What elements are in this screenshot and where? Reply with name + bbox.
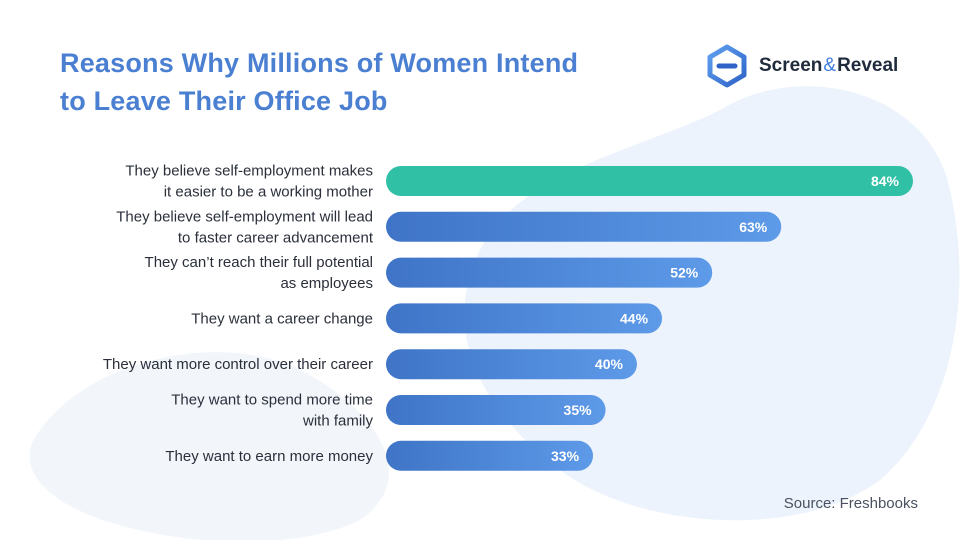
category-label-7-line-1: They want to earn more money <box>165 448 373 465</box>
category-label-3-line-1: They can’t reach their full potential <box>145 254 373 271</box>
screen-reveal-logo-icon <box>707 44 747 88</box>
brand-ampersand: & <box>823 55 837 76</box>
chart-value-labels: 84% 63% 52% 44% 40% 35% 33% <box>551 173 900 464</box>
bar-1 <box>386 166 913 196</box>
bar-value-label-5: 40% <box>595 356 624 372</box>
bar-value-label-2: 63% <box>739 219 768 235</box>
category-label-2-line-2: to faster career advancement <box>178 229 374 246</box>
bar-value-label-1: 84% <box>871 173 900 189</box>
bar-7 <box>386 440 594 471</box>
category-label-1-line-1: They believe self-employment makes <box>125 163 373 180</box>
brand-logo: Screen & Reveal <box>705 44 898 88</box>
category-label-6-line-2: with family <box>302 413 374 430</box>
category-label-6-line-1: They want to spend more time <box>171 392 373 409</box>
bar-2 <box>386 211 782 242</box>
bar-3 <box>386 257 713 288</box>
source-note: Source: Freshbooks <box>783 495 918 512</box>
brand-name-right: Reveal <box>837 55 899 76</box>
category-label-1-line-2: it easier to be a working mother <box>164 184 373 201</box>
bar-4 <box>386 303 663 334</box>
chart-bars <box>386 166 913 471</box>
category-label-2-line-1: They believe self-employment will lead <box>116 208 373 225</box>
chart-title-line-1: Reasons Why Millions of Women Intend <box>60 48 579 78</box>
brand-name: Screen & Reveal <box>759 55 898 77</box>
category-label-5-line-1: They want more control over their career <box>103 356 373 373</box>
bar-5 <box>386 349 637 380</box>
bar-value-label-6: 35% <box>564 402 593 418</box>
brand-name-left: Screen <box>759 55 823 76</box>
bar-6 <box>386 395 606 425</box>
chart-category-labels: They believe self-employment makes it eas… <box>103 163 374 465</box>
chart-title: Reasons Why Millions of Women Intend to … <box>60 44 660 120</box>
chart-title-line-2: to Leave Their Office Job <box>60 86 388 116</box>
bar-value-label-3: 52% <box>670 265 699 281</box>
category-label-3-line-2: as employees <box>280 275 373 292</box>
category-label-4-line-1: They want a career change <box>191 310 373 327</box>
bar-value-label-7: 33% <box>551 448 580 464</box>
bar-value-label-4: 44% <box>620 310 649 326</box>
